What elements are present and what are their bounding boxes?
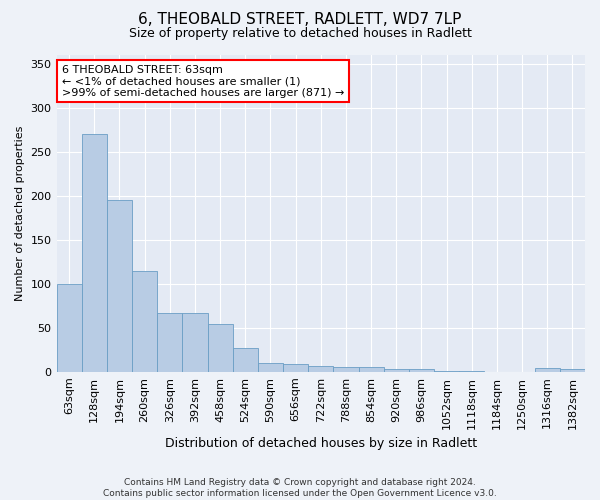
Bar [359, 368, 383, 372]
X-axis label: Distribution of detached houses by size in Radlett: Distribution of detached houses by size … [165, 437, 477, 450]
Bar [334, 368, 359, 372]
Bar [233, 348, 258, 372]
Bar [409, 369, 434, 372]
Bar [56, 284, 82, 372]
Text: Size of property relative to detached houses in Radlett: Size of property relative to detached ho… [128, 28, 472, 40]
Bar [258, 363, 283, 372]
Bar [157, 313, 182, 372]
Y-axis label: Number of detached properties: Number of detached properties [15, 126, 25, 301]
Bar [208, 324, 233, 372]
Bar [383, 369, 409, 372]
Bar [560, 369, 585, 372]
Text: 6 THEOBALD STREET: 63sqm
← <1% of detached houses are smaller (1)
>99% of semi-d: 6 THEOBALD STREET: 63sqm ← <1% of detach… [62, 64, 344, 98]
Text: Contains HM Land Registry data © Crown copyright and database right 2024.
Contai: Contains HM Land Registry data © Crown c… [103, 478, 497, 498]
Bar [82, 134, 107, 372]
Bar [459, 371, 484, 372]
Bar [434, 371, 459, 372]
Bar [283, 364, 308, 372]
Bar [132, 270, 157, 372]
Bar [107, 200, 132, 372]
Bar [535, 368, 560, 372]
Bar [308, 366, 334, 372]
Bar [182, 313, 208, 372]
Text: 6, THEOBALD STREET, RADLETT, WD7 7LP: 6, THEOBALD STREET, RADLETT, WD7 7LP [139, 12, 461, 28]
